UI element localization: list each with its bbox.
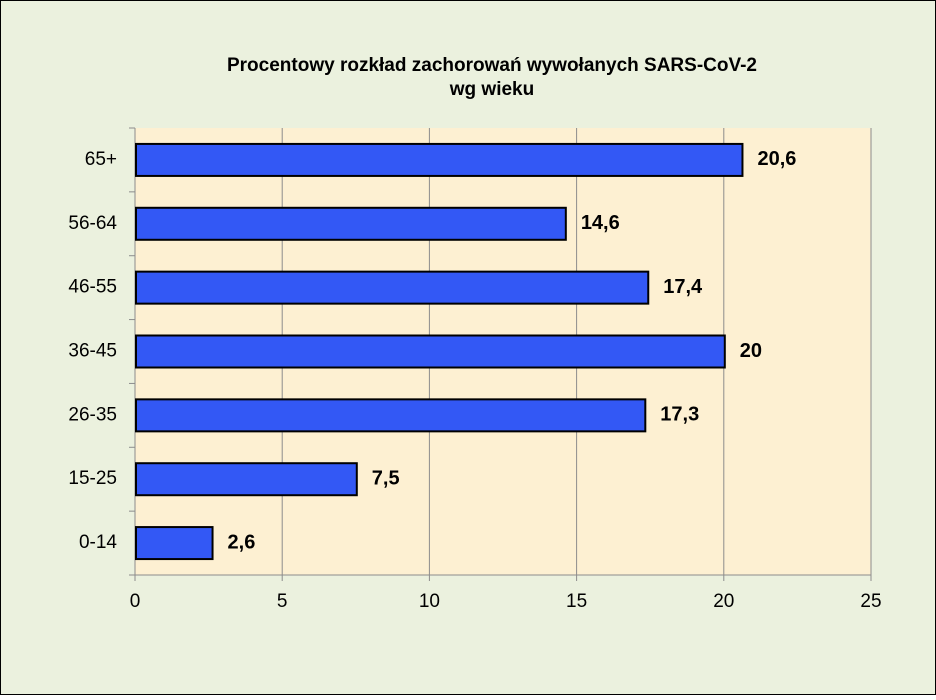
- y-tick-label: 56-64: [68, 213, 117, 234]
- y-tick-label: 15-25: [68, 468, 117, 489]
- y-tick-label: 0-14: [79, 532, 117, 553]
- x-tick-label: 0: [130, 591, 141, 612]
- x-tick-label: 15: [566, 591, 587, 612]
- x-tick-label: 10: [419, 591, 440, 612]
- y-tick-label: 36-45: [68, 341, 117, 362]
- y-tick-label: 26-35: [68, 404, 117, 425]
- x-tick-label: 20: [713, 591, 734, 612]
- bar: [135, 142, 744, 177]
- chart-title: Procentowy rozkład zachorowań wywołanych…: [227, 55, 757, 76]
- bar: [135, 270, 650, 305]
- value-label: 7,5: [372, 467, 400, 489]
- value-label: 17,4: [663, 276, 703, 298]
- value-label: 2,6: [228, 531, 256, 553]
- value-label: 14,6: [581, 212, 620, 234]
- bar: [135, 334, 726, 369]
- value-label: 20: [740, 340, 762, 362]
- y-tick-label: 46-55: [68, 277, 117, 298]
- bar: [135, 398, 647, 433]
- x-tick-label: 25: [860, 591, 881, 612]
- value-label: 20,6: [757, 148, 796, 170]
- bar: [135, 526, 214, 561]
- bar: [135, 462, 358, 497]
- y-tick-label: 65+: [85, 149, 117, 170]
- x-tick-label: 5: [277, 591, 288, 612]
- bar: [135, 206, 567, 241]
- value-label: 17,3: [660, 404, 699, 426]
- chart-title: wg wieku: [449, 79, 534, 100]
